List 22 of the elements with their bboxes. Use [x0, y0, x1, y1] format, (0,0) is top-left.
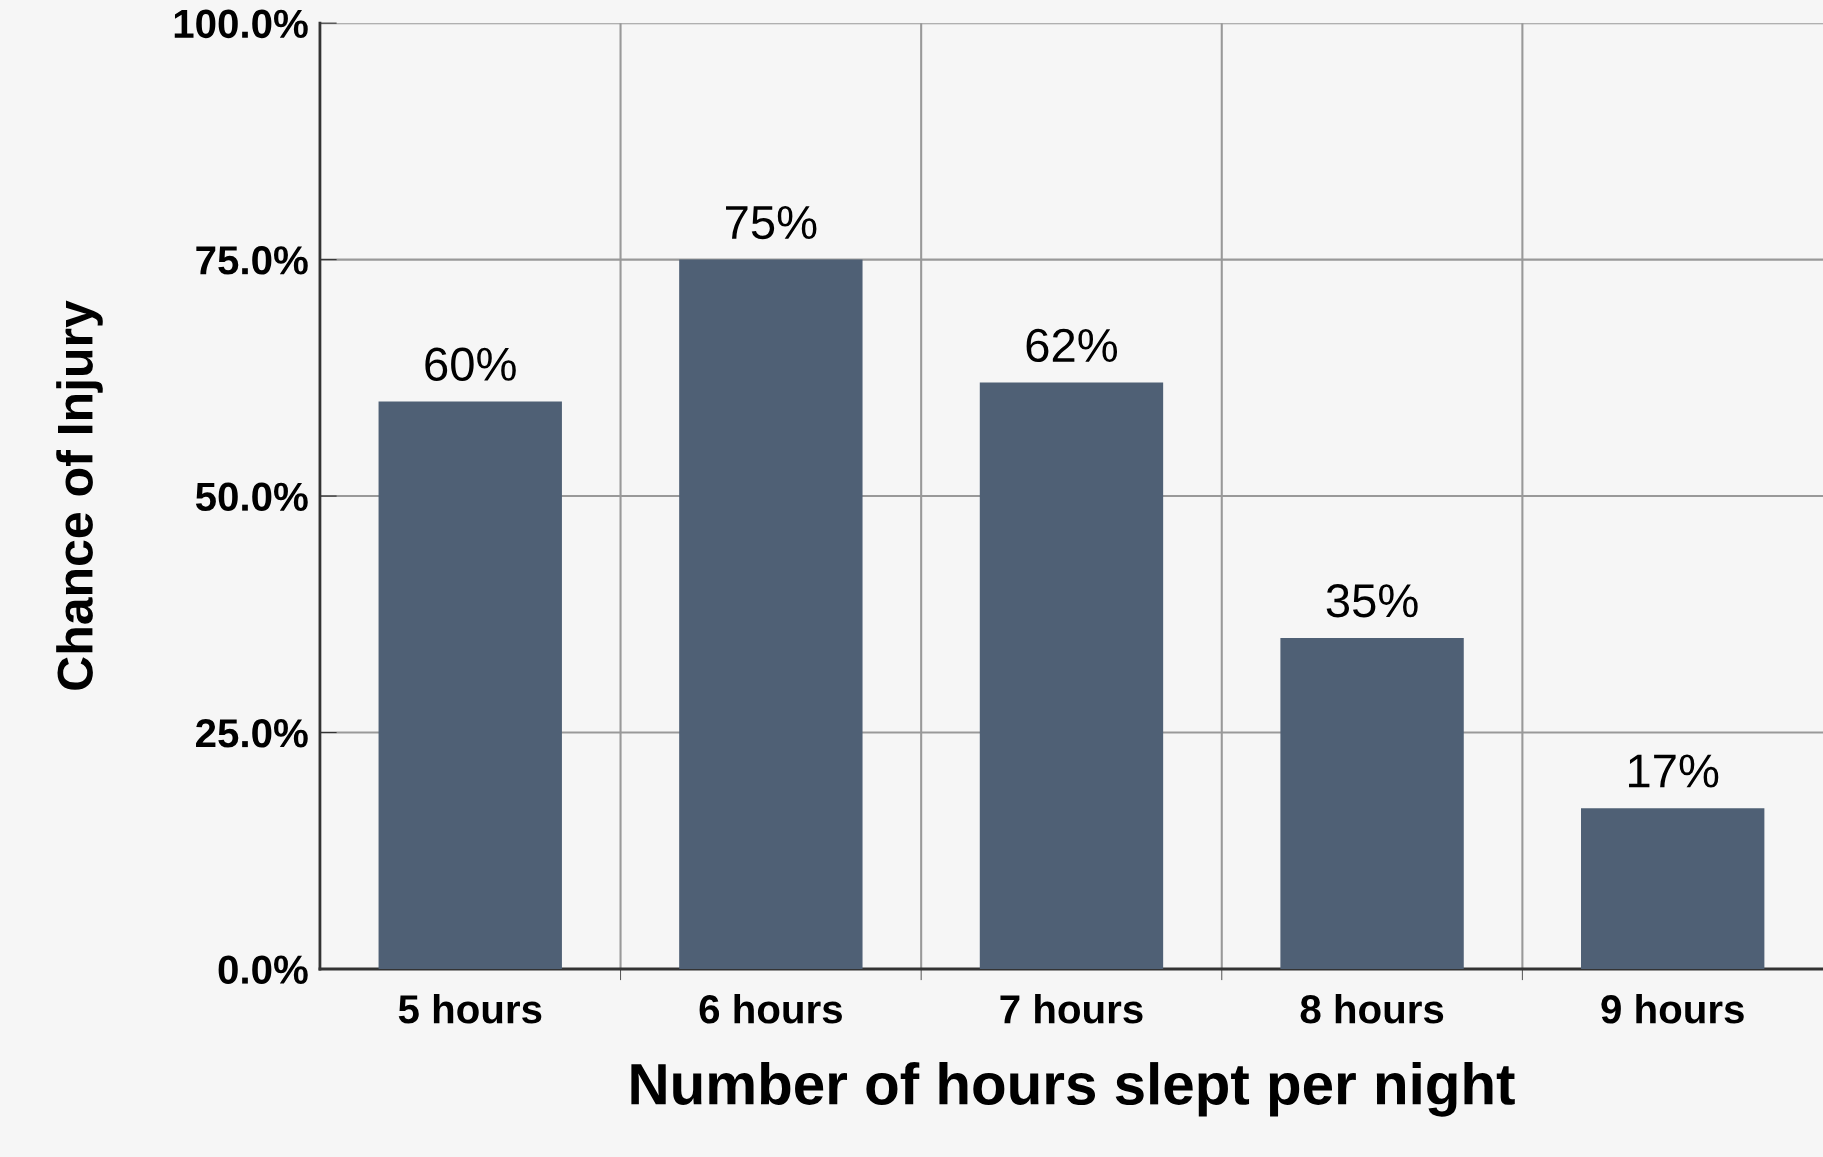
- x-axis-title: Number of hours slept per night: [631, 1062, 1515, 1117]
- y-tick-label: 75.0%: [196, 246, 308, 275]
- x-tick-label: 6 hours: [699, 993, 842, 1024]
- x-tick-label: 8 hours: [1300, 993, 1444, 1024]
- data-label: 17%: [1629, 754, 1719, 788]
- data-label: 62%: [1026, 328, 1118, 363]
- y-tick-label: 0.0%: [218, 955, 308, 984]
- bar: [378, 401, 562, 969]
- data-label: 60%: [425, 347, 516, 382]
- data-label: 35%: [1326, 584, 1418, 618]
- bar: [979, 382, 1164, 969]
- y-tick-label: 25.0%: [196, 718, 308, 748]
- y-tick-label: 50.0%: [195, 482, 308, 512]
- x-tick-label: 7 hours: [1000, 993, 1143, 1024]
- bar: [1581, 808, 1765, 969]
- data-label: 75%: [726, 205, 817, 240]
- x-tick-label: 9 hours: [1601, 993, 1744, 1024]
- bar: [679, 259, 863, 969]
- y-axis-title: Chance of Injury: [56, 300, 103, 690]
- x-tick-label: 5 hours: [398, 993, 542, 1024]
- bar: [1280, 637, 1464, 969]
- y-tick-label: 100.0%: [174, 9, 308, 39]
